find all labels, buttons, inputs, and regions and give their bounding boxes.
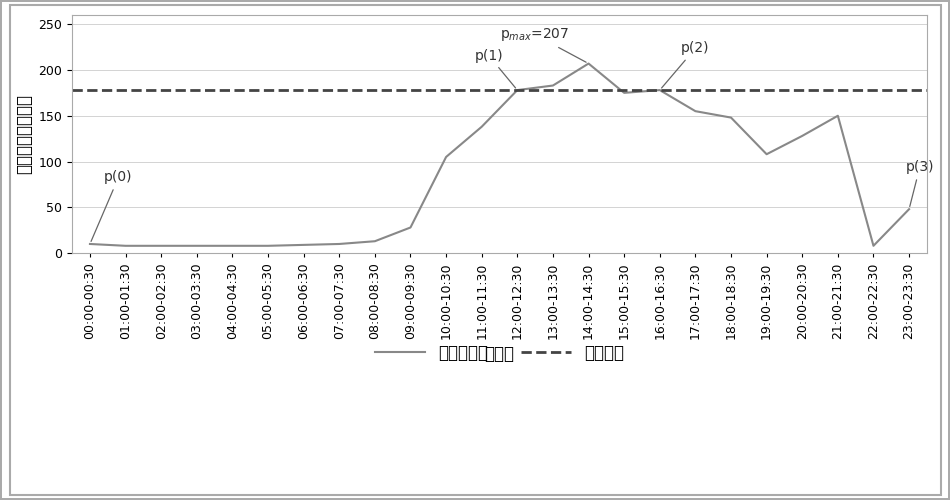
泊位占用数 [156, 243, 167, 249]
泊位占用数 [618, 90, 630, 96]
Text: p(0): p(0) [91, 170, 133, 242]
泊位占用数 [655, 87, 666, 93]
泊位占用数 [120, 243, 131, 249]
泊位占用数 [298, 242, 310, 248]
Line: 泊位占用数: 泊位占用数 [90, 64, 909, 246]
泊位占用数 [832, 112, 844, 118]
泊位占用数 [333, 241, 345, 247]
泊位占用数 [761, 151, 772, 157]
Text: p(1): p(1) [474, 48, 516, 88]
泊位占用数 [867, 243, 879, 249]
泊位占用数 [370, 238, 381, 244]
Text: p(3): p(3) [905, 160, 934, 206]
泊位占用数 [547, 82, 559, 88]
泊位占用数 [583, 60, 595, 66]
Text: p$_{max}$=207: p$_{max}$=207 [501, 26, 586, 62]
泊位占用数 [476, 124, 487, 130]
泊位占用数 [262, 243, 274, 249]
泊位占用数 [85, 241, 96, 247]
X-axis label: 时间段: 时间段 [484, 344, 515, 362]
泊位占用数 [512, 87, 523, 93]
泊位占用数 [191, 243, 202, 249]
Legend: 泊位占用数, 共享阈値: 泊位占用数, 共享阈値 [368, 338, 631, 368]
泊位占用数 [796, 133, 808, 139]
Text: p(2): p(2) [661, 42, 710, 88]
泊位占用数 [725, 114, 736, 120]
Y-axis label: 泊位占用数（个）: 泊位占用数（个） [15, 94, 33, 174]
共享阈値 [120, 87, 131, 93]
泊位占用数 [690, 108, 701, 114]
泊位占用数 [227, 243, 238, 249]
共享阈値 [85, 87, 96, 93]
泊位占用数 [405, 224, 416, 230]
泊位占用数 [903, 206, 915, 212]
泊位占用数 [441, 154, 452, 160]
